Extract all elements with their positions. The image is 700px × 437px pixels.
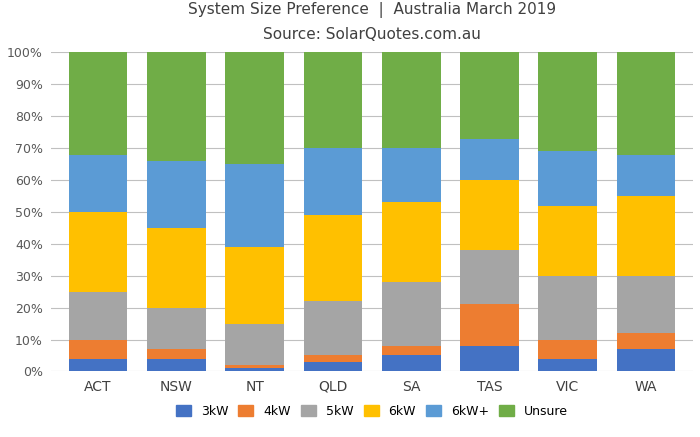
- Bar: [617, 196, 676, 276]
- Bar: [538, 276, 597, 340]
- Bar: [617, 333, 676, 349]
- Legend: 3kW, 4kW, 5kW, 6kW, 6kW+, Unsure: 3kW, 4kW, 5kW, 6kW, 6kW+, Unsure: [171, 399, 573, 423]
- Bar: [382, 202, 440, 282]
- Title: System Size Preference  |  Australia March 2019
Source: SolarQuotes.com.au: System Size Preference | Australia March…: [188, 2, 556, 42]
- Bar: [304, 148, 363, 215]
- Bar: [147, 359, 206, 371]
- Bar: [69, 52, 127, 155]
- Bar: [304, 215, 363, 301]
- Bar: [538, 359, 597, 371]
- Bar: [147, 308, 206, 349]
- Bar: [382, 282, 440, 346]
- Bar: [69, 340, 127, 359]
- Bar: [538, 52, 597, 151]
- Bar: [538, 340, 597, 359]
- Bar: [538, 205, 597, 276]
- Bar: [147, 349, 206, 359]
- Bar: [69, 359, 127, 371]
- Bar: [382, 148, 440, 202]
- Bar: [460, 180, 519, 250]
- Bar: [225, 323, 284, 365]
- Bar: [304, 356, 363, 362]
- Bar: [538, 151, 597, 205]
- Bar: [617, 52, 676, 155]
- Bar: [304, 301, 363, 356]
- Bar: [460, 139, 519, 180]
- Bar: [304, 362, 363, 371]
- Bar: [225, 164, 284, 247]
- Bar: [460, 250, 519, 305]
- Bar: [460, 305, 519, 346]
- Bar: [382, 356, 440, 371]
- Bar: [147, 228, 206, 308]
- Bar: [382, 346, 440, 356]
- Bar: [617, 155, 676, 196]
- Bar: [225, 52, 284, 164]
- Bar: [147, 161, 206, 228]
- Bar: [147, 52, 206, 161]
- Bar: [617, 276, 676, 333]
- Bar: [460, 52, 519, 139]
- Bar: [225, 247, 284, 323]
- Bar: [460, 346, 519, 371]
- Bar: [69, 292, 127, 340]
- Bar: [617, 349, 676, 371]
- Bar: [69, 155, 127, 212]
- Bar: [304, 52, 363, 148]
- Bar: [69, 212, 127, 292]
- Bar: [382, 52, 440, 148]
- Bar: [225, 365, 284, 368]
- Bar: [225, 368, 284, 371]
